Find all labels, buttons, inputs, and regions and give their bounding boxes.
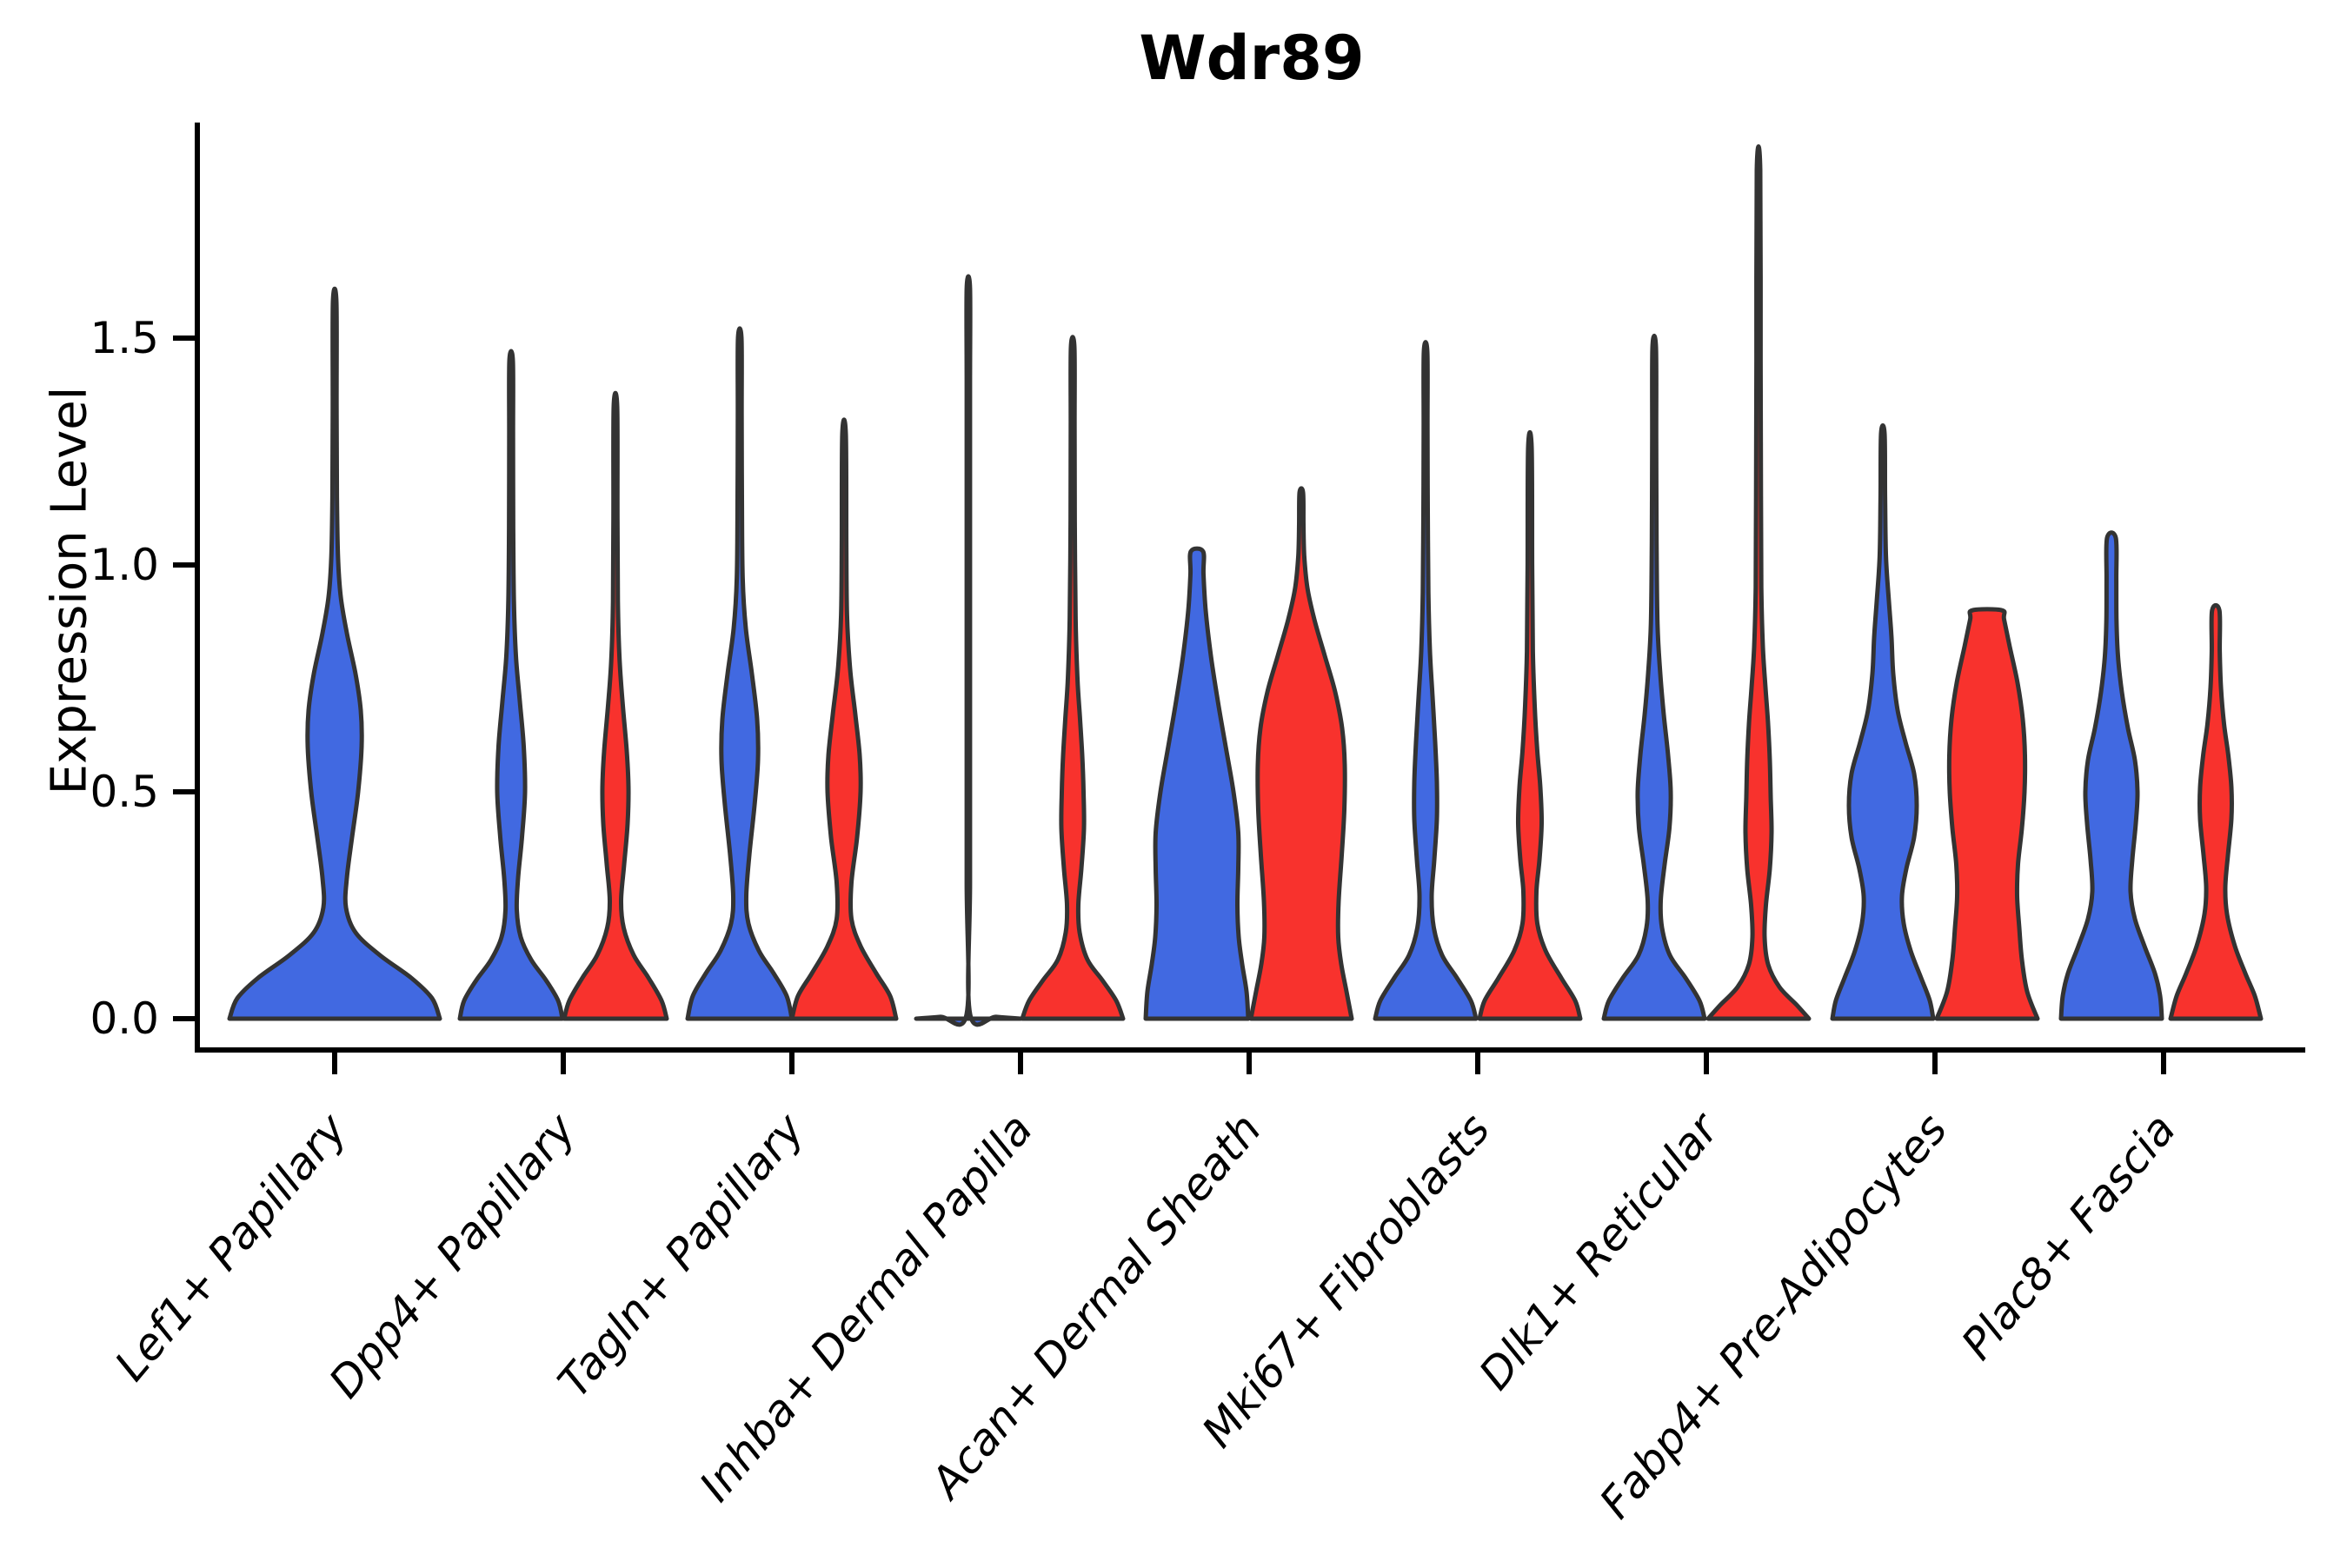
- x-tick-label: Dlk1+ Reticular: [1469, 1102, 1730, 1399]
- violin-dpp4-papillary-red: [562, 390, 669, 1021]
- y-tick-label: 0.0: [90, 993, 159, 1044]
- violin-inhba-dermal-papilla-red: [1020, 335, 1126, 1021]
- chart-title: Wdr89: [1139, 23, 1365, 94]
- y-tick-label: 1.0: [90, 540, 159, 590]
- violin-plac8-fascia-blue: [2058, 530, 2164, 1021]
- violin-dlk1-reticular-red: [1705, 144, 1812, 1021]
- violin-lef1-papillary-blue: [227, 286, 442, 1021]
- violin-dlk1-reticular-blue: [1601, 333, 1707, 1021]
- violin-plac8-fascia-red: [2168, 602, 2264, 1021]
- violin-dpp4-papillary-blue: [457, 349, 565, 1021]
- violin-fabp4-pre-adipocytes-blue: [1830, 422, 1936, 1021]
- y-axis-label: Expression Level: [41, 386, 98, 795]
- violin-acan-dermal-sheath-blue: [1143, 546, 1251, 1021]
- violin-acan-dermal-sheath-red: [1248, 486, 1354, 1021]
- violin-tagln-papillary-blue: [685, 326, 795, 1021]
- x-tick-label: Tagln+ Papillary: [549, 1103, 814, 1406]
- violin-tagln-papillary-red: [789, 417, 899, 1021]
- violin-mki67-fibroblasts-red: [1477, 429, 1583, 1021]
- x-tick-label: Plac8+ Fascia: [1951, 1104, 2185, 1369]
- violin-mki67-fibroblasts-blue: [1373, 340, 1479, 1021]
- violin-inhba-dermal-papilla-blue: [914, 274, 1023, 1027]
- y-tick-label: 0.5: [90, 767, 159, 817]
- violin-fabp4-pre-adipocytes-red: [1934, 607, 2040, 1021]
- y-tick-label: 1.5: [90, 313, 159, 363]
- x-tick-label: Dpp4+ Papillary: [319, 1103, 586, 1407]
- x-tick-label: Lef1+ Papillary: [105, 1103, 357, 1390]
